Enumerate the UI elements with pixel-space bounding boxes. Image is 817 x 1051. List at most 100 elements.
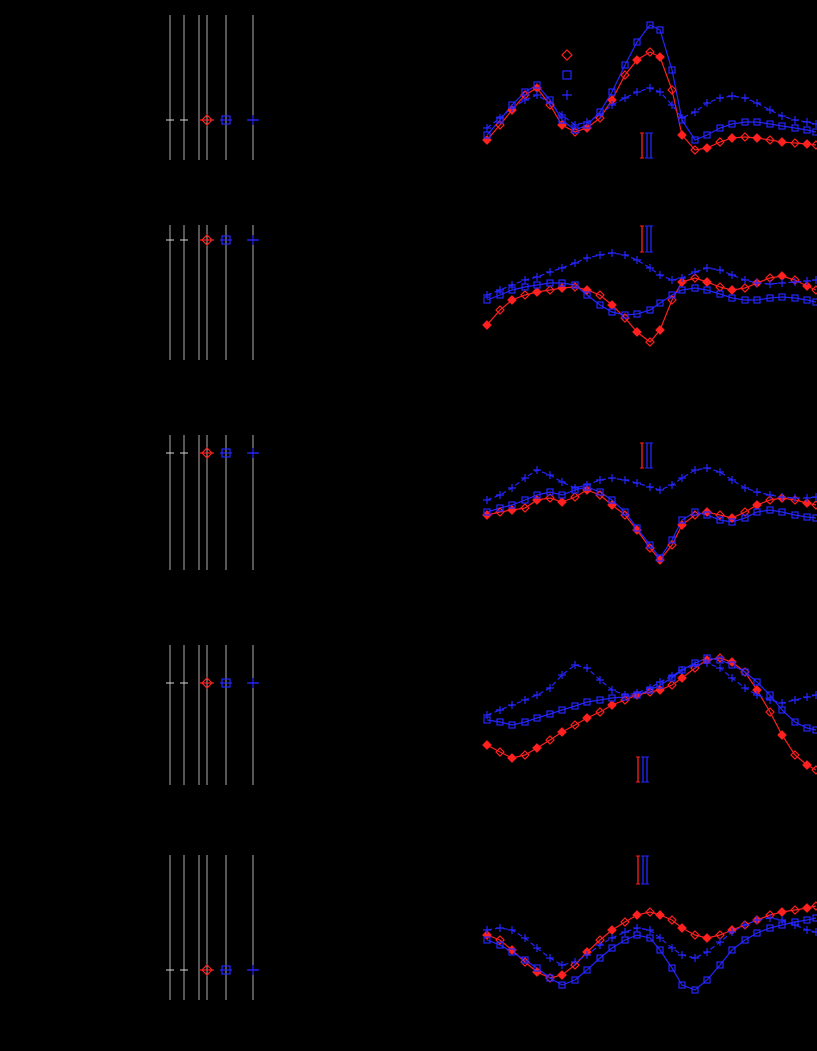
plus-marker [812,493,817,501]
square-marker [583,966,591,974]
square-marker [546,974,554,982]
square-marker [803,916,811,924]
plus-marker [716,266,724,274]
plus-marker [608,249,616,257]
square-marker [812,128,817,136]
diamond-marker [702,933,712,943]
diamond-marker [752,133,762,143]
square-marker [621,936,629,944]
diamond-marker [667,295,677,305]
square-marker [791,511,799,519]
plus-marker [496,491,504,499]
square-marker [533,714,541,722]
square-marker [703,131,711,139]
diamond-marker [632,55,642,65]
plus-marker [646,483,654,491]
plus-marker [521,474,529,482]
square-marker [562,70,572,80]
plus-marker [533,466,541,474]
plus-marker [678,666,686,674]
plus-marker [496,286,504,294]
diamond-marker [811,901,817,911]
square-marker [656,26,664,34]
square-marker [656,946,664,954]
square-marker [646,306,654,314]
diamond-marker [645,47,655,57]
plus-marker [753,488,761,496]
plus-marker [633,256,641,264]
diamond-marker [740,507,750,517]
plus-marker [608,686,616,694]
diamond-marker [595,707,605,717]
plus-marker [558,961,566,969]
diamond-marker [811,140,817,150]
plus-marker [483,711,491,719]
series-line-red-diamond [486,657,817,771]
diamond-marker [507,753,517,763]
plus-marker [546,99,554,107]
plus-marker [812,691,817,699]
left-panel-row-2 [166,225,259,360]
square-marker [691,986,699,994]
diamond-marker [570,720,580,730]
square-marker [533,964,541,972]
diamond-marker [677,673,687,683]
plus-marker [656,486,664,494]
series-line-red-diamond [486,275,817,343]
plus-marker [812,928,817,936]
square-marker [766,120,774,128]
plus-marker [508,701,516,709]
plus-marker [778,112,786,120]
plus-marker [646,264,654,272]
square-marker [728,294,736,302]
square-marker [571,281,579,289]
plus-marker [621,928,629,936]
square-marker [803,296,811,304]
square-marker [508,501,516,509]
square-marker [753,296,761,304]
square-marker [483,508,491,516]
square-marker [791,294,799,302]
plus-marker [741,484,749,492]
square-marker [778,293,786,301]
diamond-marker [201,114,213,126]
diamond-marker [677,130,687,140]
diamond-marker [677,923,687,933]
square-marker [571,976,579,984]
series-line-blue-plus [486,917,817,966]
diamond-marker [545,100,555,110]
square-marker [546,279,554,287]
diamond-marker [570,492,580,502]
square-marker [668,964,676,972]
square-marker [741,514,749,522]
plus-marker [633,479,641,487]
square-marker [812,914,817,922]
square-marker [583,698,591,706]
square-marker [608,88,616,96]
square-marker [678,286,686,294]
diamond-marker [667,540,677,550]
plus-marker [496,706,504,714]
diamond-marker [740,283,750,293]
plus-marker [596,676,604,684]
diamond-marker [802,903,812,913]
diamond-marker [655,52,665,62]
square-marker [608,308,616,316]
square-marker [621,61,629,69]
square-marker [221,235,231,245]
square-marker [753,678,761,686]
plus-marker [656,934,664,942]
square-marker [668,536,676,544]
square-marker [766,924,774,932]
plus-marker [621,476,629,484]
diamond-marker [557,497,567,507]
series-line-blue-square [486,24,817,141]
plus-marker [691,268,699,276]
diamond-marker [482,320,492,330]
plus-marker [741,94,749,102]
plus-marker [728,476,736,484]
plus-marker [803,277,811,285]
plus-marker [668,944,676,952]
